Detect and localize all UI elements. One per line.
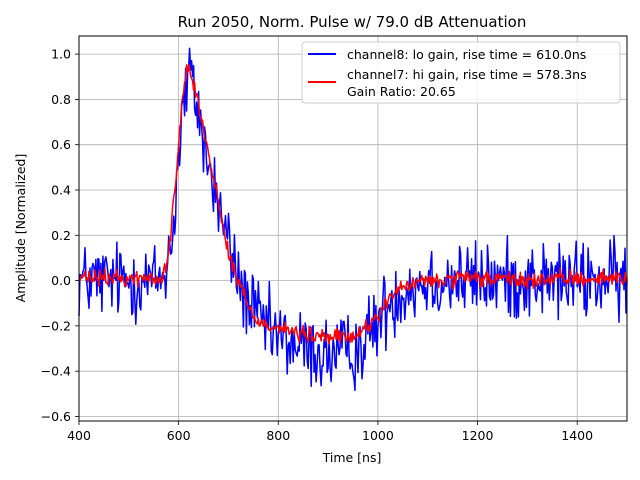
y-tick-label: −0.6 bbox=[41, 409, 71, 424]
x-tick-label: 400 bbox=[67, 428, 91, 443]
x-tick-label: 1000 bbox=[362, 428, 394, 443]
legend-label-channel7: channel7: hi gain, rise time = 578.3ns bbox=[347, 67, 587, 82]
y-tick-label: 0.0 bbox=[51, 273, 71, 288]
y-tick-label: −0.2 bbox=[41, 318, 71, 333]
x-tick-label: 600 bbox=[167, 428, 191, 443]
y-tick-label: 1.0 bbox=[51, 47, 71, 62]
y-tick-label: 0.6 bbox=[51, 137, 71, 152]
legend: channel8: lo gain, rise time = 610.0ns c… bbox=[301, 41, 621, 104]
x-tick-label: 800 bbox=[266, 428, 290, 443]
x-tick-label: 1200 bbox=[462, 428, 494, 443]
legend-label-channel8: channel8: lo gain, rise time = 610.0ns bbox=[347, 47, 586, 62]
x-tick-label: 1400 bbox=[561, 428, 593, 443]
legend-gain-ratio: Gain Ratio: 20.65 bbox=[347, 84, 456, 99]
series-line-channel8 bbox=[78, 47, 628, 392]
ticks: 400 600 800 1000 1200 1400 −0.6 −0.4 −0.2 0.0 0.2 0… bbox=[41, 47, 593, 443]
y-tick-label: −0.4 bbox=[41, 364, 71, 379]
series-layer bbox=[78, 47, 628, 392]
x-axis-label: Time [ns] bbox=[322, 450, 382, 465]
legend-box bbox=[301, 41, 621, 104]
chart-title: Run 2050, Norm. Pulse w/ 79.0 dB Attenua… bbox=[178, 13, 527, 31]
y-tick-label: 0.8 bbox=[51, 92, 71, 107]
y-axis-label: Amplitude [Normalized] bbox=[13, 154, 28, 303]
series-line-channel7 bbox=[78, 64, 628, 345]
plot-frame bbox=[78, 35, 628, 422]
y-tick-label: 0.2 bbox=[51, 228, 71, 243]
y-tick-label: 0.4 bbox=[51, 183, 71, 198]
